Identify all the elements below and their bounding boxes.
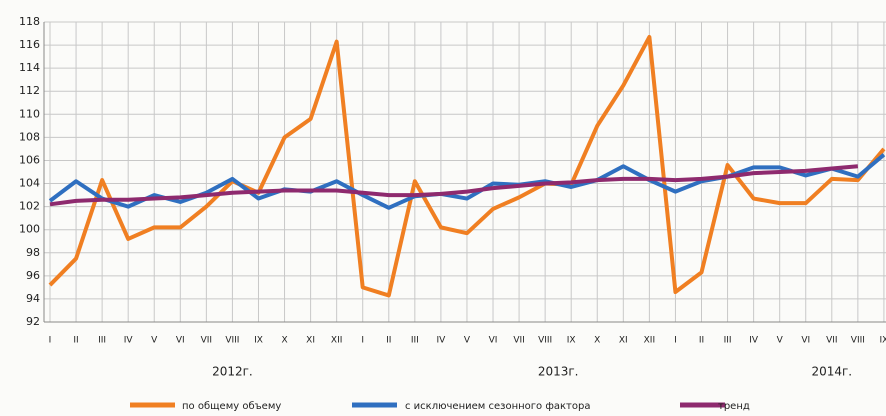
- x-tick-label: IX: [567, 336, 576, 346]
- y-tick-label: 112: [19, 84, 40, 97]
- legend-label: тренд: [718, 401, 750, 412]
- x-tick-label: IV: [436, 336, 446, 346]
- x-tick-label: IX: [880, 336, 886, 346]
- x-tick-label: VII: [513, 336, 524, 346]
- x-tick-label: V: [151, 336, 158, 346]
- y-tick-label: 108: [19, 130, 40, 143]
- x-tick-label: VIII: [225, 336, 239, 346]
- x-tick-label: VII: [826, 336, 837, 346]
- y-tick-label: 106: [19, 153, 40, 166]
- x-tick-label: VI: [489, 336, 498, 346]
- x-tick-label: III: [411, 336, 419, 346]
- y-tick-label: 92: [26, 315, 40, 328]
- x-tick-label: XII: [644, 336, 655, 346]
- y-tick-label: 104: [19, 177, 40, 190]
- y-tick-label: 100: [19, 223, 40, 236]
- year-label: 2014г.: [811, 365, 852, 379]
- x-tick-label: I: [361, 336, 364, 346]
- series-line: [49, 164, 859, 207]
- legend-label: с исключением сезонного фактора: [405, 401, 590, 412]
- y-tick-label: 96: [26, 269, 40, 282]
- y-tick-label: 98: [26, 246, 40, 259]
- x-tick-label: XI: [619, 336, 628, 346]
- legend-label: по общему объему: [182, 401, 281, 412]
- x-tick-label: II: [73, 336, 78, 346]
- x-tick-label: IV: [749, 336, 759, 346]
- x-tick-label: IX: [254, 336, 263, 346]
- y-tick-label: 118: [19, 15, 40, 28]
- x-tick-label: V: [777, 336, 784, 346]
- x-tick-label: VIII: [538, 336, 552, 346]
- x-tick-label: I: [49, 336, 52, 346]
- x-tick-label: V: [464, 336, 471, 346]
- x-tick-label: II: [386, 336, 391, 346]
- x-tick-label: VII: [201, 336, 212, 346]
- x-tick-label: II: [699, 336, 704, 346]
- y-tick-label: 110: [19, 107, 40, 120]
- x-tick-label: VIII: [851, 336, 865, 346]
- x-tick-label: I: [674, 336, 677, 346]
- y-tick-label: 94: [26, 292, 40, 305]
- x-tick-label: X: [281, 336, 287, 346]
- y-tick-label: 116: [19, 38, 40, 51]
- series-line: [48, 35, 886, 298]
- y-tick-label: 114: [19, 61, 40, 74]
- x-tick-label: III: [98, 336, 106, 346]
- year-label: 2013г.: [538, 365, 579, 379]
- x-tick-label: IV: [124, 336, 134, 346]
- x-tick-label: XII: [331, 336, 342, 346]
- x-tick-label: VI: [801, 336, 810, 346]
- x-tick-label: XI: [306, 336, 315, 346]
- series-line: [48, 153, 886, 210]
- x-tick-label: III: [724, 336, 732, 346]
- x-tick-label: VI: [176, 336, 185, 346]
- y-tick-label: 102: [19, 200, 40, 213]
- x-tick-label: X: [594, 336, 600, 346]
- year-label: 2012г.: [212, 365, 253, 379]
